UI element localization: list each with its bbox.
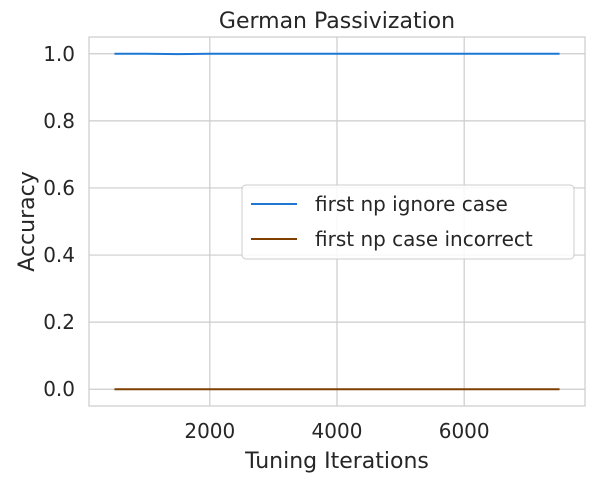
legend-label: first np case incorrect xyxy=(315,227,533,251)
y-tick-label: 0.0 xyxy=(43,377,75,401)
x-tick-label: 2000 xyxy=(184,419,235,443)
plot-frame xyxy=(88,36,586,407)
y-tick-label: 0.6 xyxy=(43,176,75,200)
legend: first np ignore case first np case incorr… xyxy=(241,184,575,260)
y-axis-ticks: 0.0 0.2 0.4 0.6 0.8 1.0 xyxy=(43,42,75,401)
legend-label: first np ignore case xyxy=(315,192,508,216)
legend-box xyxy=(241,184,575,260)
x-axis-label: Tuning Iterations xyxy=(244,449,429,474)
x-tick-label: 4000 xyxy=(312,419,363,443)
chart-title: German Passivization xyxy=(219,9,455,34)
y-tick-label: 0.2 xyxy=(43,310,75,334)
x-tick-label: 6000 xyxy=(439,419,490,443)
y-tick-label: 1.0 xyxy=(43,42,75,66)
y-tick-label: 0.8 xyxy=(43,109,75,133)
y-tick-label: 0.4 xyxy=(43,243,75,267)
series-group xyxy=(114,52,560,391)
y-axis-label: Accuracy xyxy=(15,171,40,271)
x-axis-ticks: 2000 4000 6000 xyxy=(184,419,489,443)
